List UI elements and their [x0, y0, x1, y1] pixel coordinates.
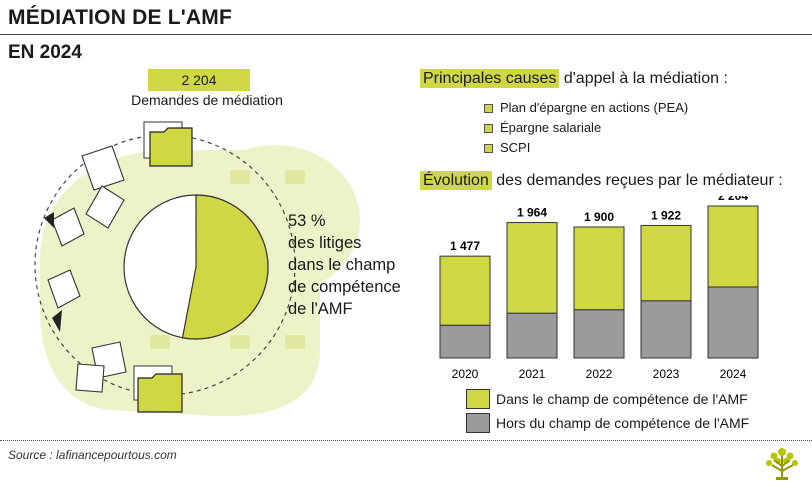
total-requests-label: Demandes de médiation: [131, 92, 283, 108]
page-title: MÉDIATION DE L'AMF: [8, 6, 233, 29]
evolution-bar-chart: 1 477 2020 1 964 2021 1 900 2022 1 922 2023 2 20…: [439, 196, 759, 381]
total-requests-value: 2 204: [148, 69, 250, 91]
title-divider: [0, 34, 812, 35]
pie-caption: 53 % des litiges dans le champ de compét…: [288, 210, 401, 320]
pie-caption-line-3: de compétence: [288, 278, 401, 296]
bar-in-scope-2022: [573, 226, 625, 311]
evolution-heading-rest: des demandes reçues par le médiateur :: [491, 172, 783, 189]
causes-heading: Principales causes d'appel à la médiatio…: [420, 69, 728, 88]
legend-in-scope: Dans le champ de compétence de l'AMF: [466, 388, 749, 410]
x-tick-label-2024: 2024: [720, 367, 747, 381]
cause-label: Plan d'épargne en actions (PEA): [500, 100, 689, 115]
bar-in-scope-2023: [640, 224, 692, 302]
causes-list: Plan d'épargne en actions (PEA) Épargne …: [484, 98, 688, 158]
x-tick-label-2021: 2021: [519, 367, 546, 381]
page-subtitle: EN 2024: [8, 42, 82, 63]
cause-item-pea: Plan d'épargne en actions (PEA): [484, 98, 688, 118]
bar-out-scope-2021: [506, 312, 558, 359]
bar-total-label-2021: 1 964: [517, 206, 547, 220]
dashed-flow-circle: [34, 134, 296, 396]
cause-square-icon: [484, 123, 493, 133]
bar-in-scope-2024: [707, 205, 759, 288]
legend-out-scope: Hors du champ de compétence de l'AMF: [466, 412, 749, 434]
pie-chart: [123, 194, 269, 340]
evolution-heading: Évolution des demandes reçues par le méd…: [420, 171, 783, 190]
bar-total-label-2022: 1 900: [584, 210, 614, 224]
flying-document-icons: [47, 145, 127, 393]
pie-caption-line-2: dans le champ: [288, 256, 396, 274]
cause-square-icon: [484, 143, 493, 153]
cause-square-icon: [484, 103, 493, 113]
cause-label: SCPI: [500, 140, 531, 155]
cause-item-scpi: SCPI: [484, 138, 688, 158]
bar-in-scope-2020: [439, 255, 491, 326]
source-text: Source : lafinancepourtous.com: [8, 448, 177, 462]
document-shadow-marks: [44, 212, 62, 332]
pie-caption-line-4: de l'AMF: [288, 300, 353, 318]
ghost-folder-icons: [150, 170, 305, 349]
causes-heading-rest: d'appel à la médiation :: [559, 70, 728, 87]
bar-out-scope-2020: [439, 324, 491, 359]
bar-out-scope-2024: [707, 286, 759, 359]
legend-out-scope-label: Hors du champ de compétence de l'AMF: [496, 415, 750, 431]
legend-swatch-out-scope: [466, 413, 490, 433]
bar-out-scope-2022: [573, 309, 625, 359]
evolution-heading-highlight: Évolution: [420, 171, 492, 190]
bar-total-label-2020: 1 477: [450, 239, 480, 253]
x-tick-label-2022: 2022: [586, 367, 613, 381]
bar-out-scope-2023: [640, 300, 692, 359]
folder-bottom-icon: [133, 365, 183, 413]
folder-top-icon: [143, 121, 193, 167]
legend-swatch-in-scope: [466, 389, 490, 409]
pie-slice-in-scope: [181, 194, 269, 340]
causes-heading-highlight: Principales causes: [420, 69, 560, 88]
pie-caption-line-1: des litiges: [288, 234, 362, 252]
pie-percent: 53 %: [288, 212, 326, 230]
x-tick-label-2023: 2023: [653, 367, 680, 381]
cause-item-epargne-salariale: Épargne salariale: [484, 118, 688, 138]
tree-logo-icon: [766, 448, 798, 480]
x-tick-label-2020: 2020: [452, 367, 479, 381]
bar-total-label-2023: 1 922: [651, 208, 681, 222]
cause-label: Épargne salariale: [500, 120, 602, 135]
bar-total-label-2024: 2 204: [718, 196, 748, 203]
legend-in-scope-label: Dans le champ de compétence de l'AMF: [496, 391, 748, 407]
mediation-illustration: [34, 121, 360, 417]
footer-divider: [0, 440, 812, 441]
chart-legend: Dans le champ de compétence de l'AMF Hor…: [466, 388, 749, 436]
bar-in-scope-2021: [506, 222, 558, 314]
